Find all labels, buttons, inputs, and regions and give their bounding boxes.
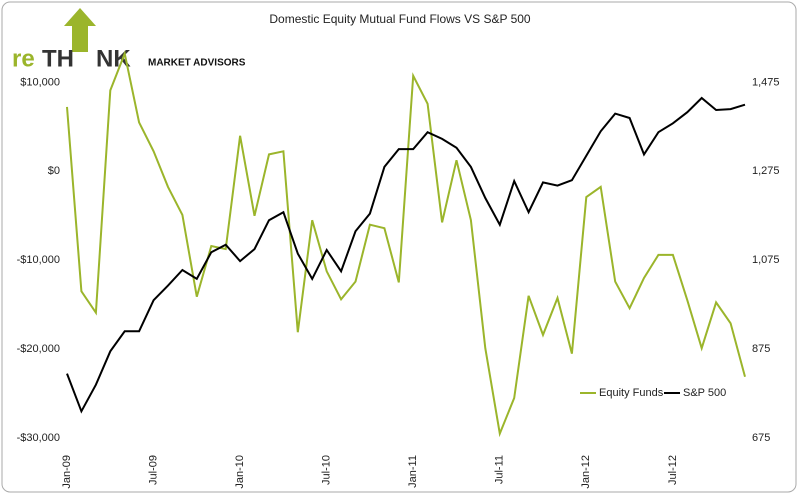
- y-tick-label: -$20,000: [17, 343, 60, 355]
- y-tick-label: -$10,000: [17, 254, 60, 266]
- y-tick-label: 875: [752, 343, 770, 355]
- x-tick-label: Jan-10: [234, 455, 246, 489]
- legend-label: Equity Funds: [599, 387, 664, 399]
- x-tick-label: Jul-12: [667, 455, 679, 485]
- x-tick-label: Jul-11: [494, 455, 506, 484]
- x-tick-label: Jul-09: [147, 455, 159, 485]
- logo-part: re: [12, 45, 35, 72]
- logo-arrow: [64, 8, 96, 52]
- logo-part: TH: [42, 45, 74, 72]
- x-tick-label: Jan-09: [61, 455, 73, 489]
- y-tick-label: $10,000: [20, 76, 60, 88]
- y-tick-label: -$30,000: [17, 432, 60, 444]
- y-tick-label: $0: [48, 165, 60, 177]
- chart-title: Domestic Equity Mutual Fund Flows VS S&P…: [269, 12, 531, 26]
- x-tick-label: Jan-12: [580, 455, 592, 489]
- series-line: [66, 50, 746, 438]
- x-tick-label: Jul-10: [321, 455, 333, 485]
- logo-tagline: MARKET ADVISORS: [148, 58, 246, 69]
- y-tick-label: 1,275: [752, 165, 780, 177]
- series-line: [66, 96, 746, 414]
- y-tick-label: 1,075: [752, 254, 780, 266]
- x-tick-label: Jan-11: [407, 455, 419, 488]
- y-tick-label: 675: [752, 432, 770, 444]
- y-tick-label: 1,475: [752, 76, 780, 88]
- legend-label: S&P 500: [683, 387, 726, 399]
